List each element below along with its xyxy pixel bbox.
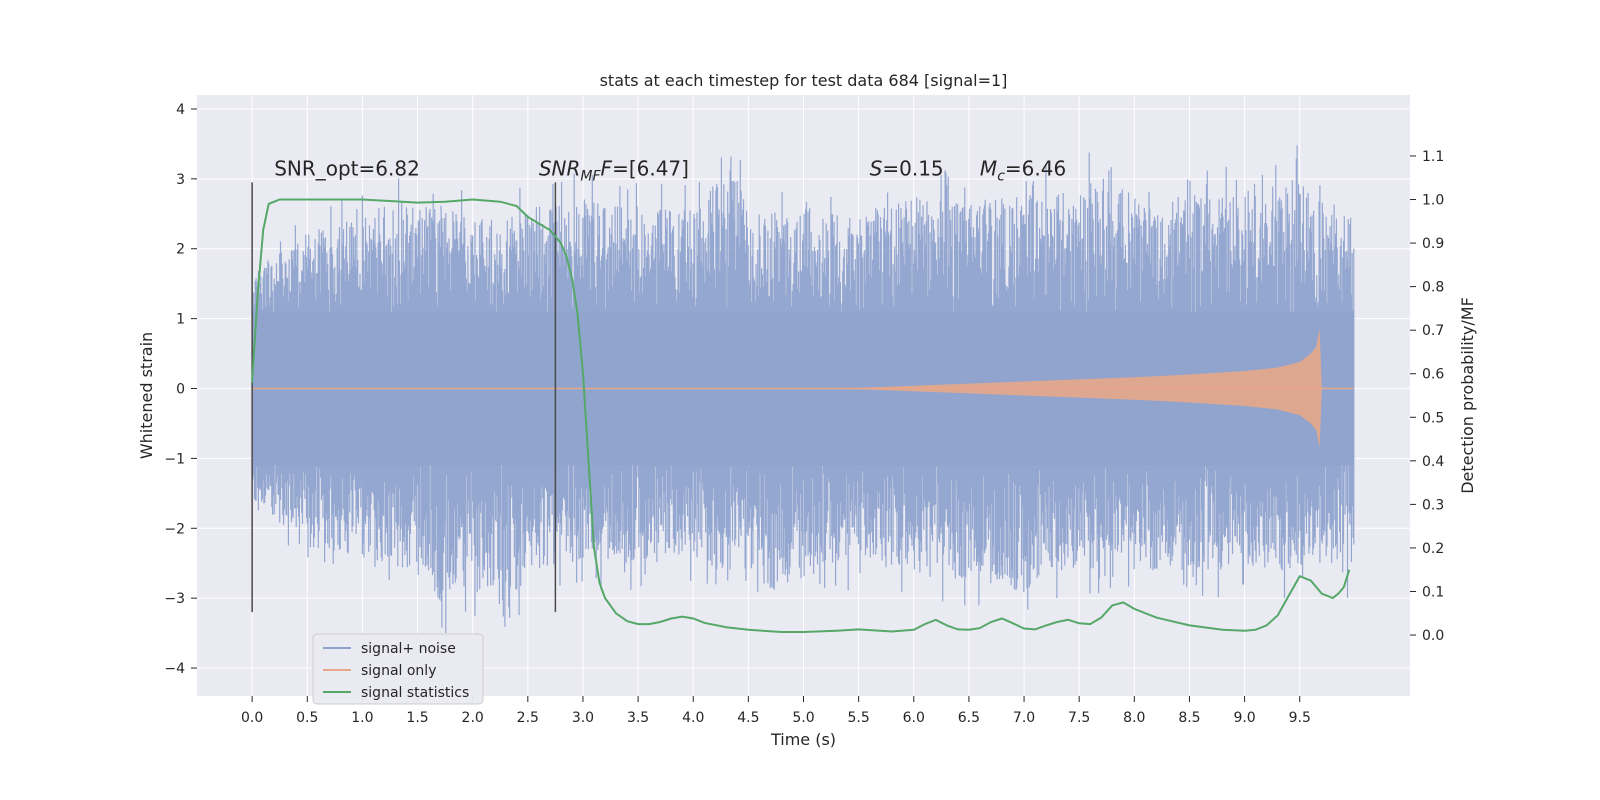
y-right-tick-label: 1.0	[1422, 193, 1444, 209]
y-right-tick-label: 0.2	[1422, 541, 1444, 557]
x-tick-label: 0.5	[296, 710, 318, 726]
legend-box	[312, 633, 484, 705]
annotations: SNR_opt=6.82 SNRMFF=[6.47] S=0.15 Mc=6.46	[274, 156, 1066, 184]
y-tick-label: 4	[176, 102, 185, 118]
x-tick-label: 5.5	[848, 710, 870, 726]
legend-label: signal only	[361, 663, 436, 679]
x-tick-label: 7.0	[1013, 710, 1035, 726]
x-tick-label: 3.5	[627, 710, 649, 726]
annotation-label: S=0.15	[870, 156, 944, 180]
y-tick-label: −1	[164, 451, 185, 467]
y-right-tick-label: 0.7	[1422, 323, 1444, 339]
annotation-label: Mc=6.46	[980, 156, 1066, 184]
y-right-tick-label: 0.6	[1422, 367, 1444, 383]
signal-only-series	[252, 329, 1354, 448]
y-tick-label: 3	[176, 172, 185, 188]
signal-statistics-series	[251, 198, 1351, 633]
y-right-tick-label: 0.1	[1422, 584, 1444, 600]
x-tick-label: 2.0	[462, 710, 484, 726]
y-tick-label: −3	[164, 591, 185, 607]
x-tick-label: 3.0	[572, 710, 594, 726]
y-right-tick-label: 1.1	[1422, 149, 1444, 165]
y-tick-label: −2	[164, 521, 185, 537]
x-tick-label: 1.0	[351, 710, 373, 726]
x-tick-label: 1.5	[406, 710, 428, 726]
x-tick-label: 9.5	[1289, 710, 1311, 726]
x-axis-ticks: 0.0 0.5 1.0 1.5 2.0 2.5 3.0 3.5 4.0 4.5 5.0 5.5 6.0 6…	[241, 696, 1311, 726]
y-right-axis-ticks: 0.0 0.1 0.2 0.3 0.4 0.5 0.6 0.7 0.8 0.9 1.0 1.1	[1410, 149, 1444, 644]
y-right-tick-label: 0.8	[1422, 280, 1444, 296]
y-tick-label: −4	[164, 661, 185, 677]
annotation-label: SNRMFF=[6.47]	[539, 156, 689, 184]
x-tick-label: 0.0	[241, 710, 263, 726]
y-right-tick-label: 0.0	[1422, 628, 1444, 644]
y-axis-ticks: −4 −3 −2 −1 0 1 2 3 4	[164, 102, 197, 677]
annotation-label: SNR_opt=6.82	[274, 156, 420, 180]
x-tick-label: 9.0	[1233, 710, 1255, 726]
y-right-tick-label: 0.3	[1422, 497, 1444, 513]
legend-label: signal+ noise	[361, 641, 456, 657]
y-right-tick-label: 0.9	[1422, 236, 1444, 252]
y-tick-label: 1	[176, 312, 185, 328]
x-tick-label: 4.0	[682, 710, 704, 726]
y-right-axis-label: Detection probability/MF	[1458, 297, 1477, 494]
y-right-tick-label: 0.5	[1422, 410, 1444, 426]
y-tick-label: 2	[176, 242, 185, 258]
legend-label: signal statistics	[361, 685, 469, 701]
x-tick-label: 6.0	[903, 710, 925, 726]
x-tick-label: 2.5	[517, 710, 539, 726]
x-tick-label: 4.5	[737, 710, 759, 726]
vertical-markers	[251, 182, 557, 613]
chart-title: stats at each timestep for test data 684…	[600, 71, 1008, 90]
y-axis-label: Whitened strain	[137, 332, 156, 459]
legend: signal+ noise signal only signal statistic…	[312, 633, 484, 705]
x-tick-label: 5.0	[792, 710, 814, 726]
x-tick-label: 7.5	[1068, 710, 1090, 726]
x-axis-label: Time (s)	[770, 730, 836, 749]
y-tick-label: 0	[176, 382, 185, 398]
signal-statistics-line	[251, 198, 1351, 633]
x-tick-label: 6.5	[958, 710, 980, 726]
y-right-tick-label: 0.4	[1422, 454, 1444, 470]
x-tick-label: 8.0	[1123, 710, 1145, 726]
x-tick-label: 8.5	[1178, 710, 1200, 726]
